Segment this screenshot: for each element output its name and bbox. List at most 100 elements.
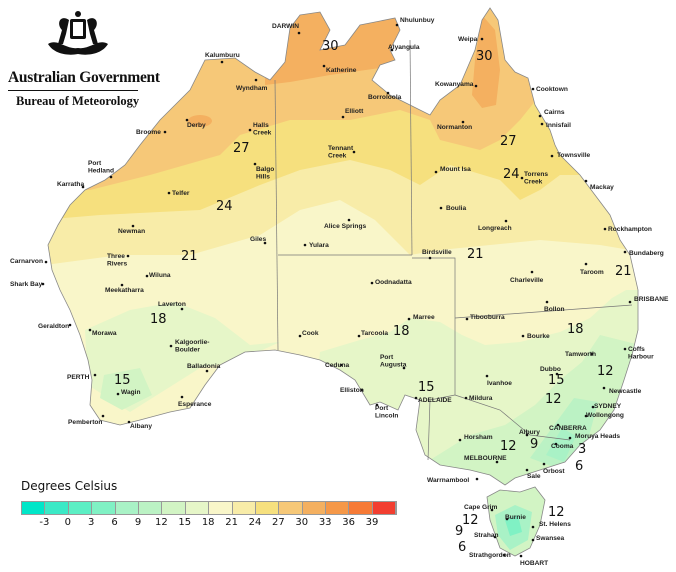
city-label: Albany xyxy=(130,423,152,430)
city-dot xyxy=(205,369,209,373)
city-label: Torrens Creek xyxy=(524,171,548,186)
city-label: Mount Isa xyxy=(440,166,471,173)
city-label: Wiluna xyxy=(149,272,171,279)
city-cairns: Cairns xyxy=(538,109,565,118)
city-dot xyxy=(493,535,497,539)
city-label: Giles xyxy=(250,236,266,243)
contour-label: 21 xyxy=(181,249,198,264)
city-derby: Derby xyxy=(185,118,206,129)
zone-tas-3-6 xyxy=(505,515,522,536)
city-label: Taroom xyxy=(580,269,604,276)
city-halls-creek: Halls Creek xyxy=(248,122,272,137)
city-mount-isa: Mount Isa xyxy=(434,166,471,174)
city-label: Tarcoola xyxy=(361,330,388,337)
contour-label: 18 xyxy=(150,312,167,327)
city-dot xyxy=(44,260,48,264)
city-label: Ceduna xyxy=(325,362,350,369)
contour-label: 15 xyxy=(548,373,565,388)
city-bundaberg: Bundaberg xyxy=(623,250,664,257)
legend-tick: 6 xyxy=(111,517,118,528)
city-elliott: Elliott xyxy=(341,108,364,119)
legend-swatch xyxy=(68,502,93,514)
city-giles: Giles xyxy=(250,236,267,245)
legend-swatch xyxy=(302,502,327,514)
city-dot xyxy=(504,219,508,223)
contour-label: 24 xyxy=(216,199,233,214)
city-taroom: Taroom xyxy=(580,262,604,276)
legend-swatch xyxy=(279,502,303,514)
city-dot xyxy=(568,436,572,440)
city-townsville: Townsville xyxy=(550,152,591,159)
city-telfer: Telfer xyxy=(167,190,190,197)
city-dot xyxy=(434,170,438,174)
city-label: Kalumburu xyxy=(205,52,240,59)
legend-tick: 39 xyxy=(365,517,379,528)
city-balgo-hills: Balgo Hills xyxy=(253,162,274,181)
city-label: Three Rivers xyxy=(107,253,127,268)
zone-30-33 xyxy=(472,15,500,108)
city-port-augusta: Port Augusta xyxy=(380,354,407,370)
city-label: Oodnadatta xyxy=(375,279,412,286)
city-dot xyxy=(465,317,469,321)
city-dot xyxy=(628,300,632,304)
city-label: Rockhampton xyxy=(608,226,652,233)
legend-swatch xyxy=(255,502,280,514)
legend-tick: 24 xyxy=(248,517,262,528)
city-dot xyxy=(180,395,184,399)
city-dot xyxy=(531,87,535,91)
legend-title: Degrees Celsius xyxy=(21,479,118,493)
city-alice-springs: Alice Springs xyxy=(324,218,366,230)
city-dot xyxy=(347,218,351,222)
city-dot xyxy=(531,538,535,542)
city-label: Balgo Hills xyxy=(256,166,274,181)
city-normanton: Normanton xyxy=(437,120,472,131)
city-label: Elliston xyxy=(340,387,364,394)
city-dot xyxy=(297,31,301,35)
city-dot xyxy=(263,241,267,245)
city-dot xyxy=(519,554,523,558)
legend-swatch xyxy=(185,502,210,514)
city-ceduna: Ceduna xyxy=(325,362,350,369)
city-dot xyxy=(116,392,120,396)
city-cooma: Cooma xyxy=(551,442,574,450)
city-dot xyxy=(185,118,189,122)
city-ivanhoe: Ivanhoe xyxy=(485,374,512,387)
city-label: Kowanyama xyxy=(435,81,474,88)
city-dot xyxy=(390,48,394,52)
city-dot xyxy=(545,300,549,304)
city-dot xyxy=(555,372,559,376)
city-morawa: Morawa xyxy=(88,328,117,337)
city-label: Orbost xyxy=(543,468,565,475)
city-dot xyxy=(461,120,465,124)
city-longreach: Longreach xyxy=(478,219,512,232)
city-port-lincoln: Port Lincoln xyxy=(375,403,398,420)
city-label: Ivanhoe xyxy=(487,380,512,387)
city-tibooburra: Tibooburra xyxy=(465,314,505,321)
city-dot xyxy=(220,60,224,64)
legend-tick: 12 xyxy=(155,517,168,528)
city-dot xyxy=(542,462,546,466)
city-label: Karratha xyxy=(57,181,84,188)
city-dot xyxy=(352,150,356,154)
city-label: Yulara xyxy=(309,242,329,249)
city-label: Wyndham xyxy=(236,85,268,92)
contour-label: 24 xyxy=(503,167,520,182)
city-borroloola: Borroloola xyxy=(368,91,402,101)
city-dot xyxy=(485,374,489,378)
city-label: Mildura xyxy=(469,395,493,402)
city-labels: DARWIN Katherine Nhulunbuy Alyangula Kalumbu… xyxy=(10,17,669,567)
city-dot xyxy=(584,262,588,266)
city-dot xyxy=(68,323,72,327)
city-warrnambool: Warrnambool xyxy=(427,477,479,484)
legend-swatch xyxy=(232,502,256,514)
city-canberra: CANBERRA xyxy=(549,423,587,432)
contour-label: 27 xyxy=(233,141,250,156)
city-port-hedland: Port Hedland xyxy=(88,160,114,179)
city-dot xyxy=(531,525,535,529)
city-shark-bay: Shark Bay xyxy=(10,281,45,288)
legend-swatch xyxy=(209,502,233,514)
legend-tick: 15 xyxy=(178,517,192,528)
city-label: Cooktown xyxy=(536,86,568,93)
city-tamworth: Tamworth xyxy=(565,351,596,358)
